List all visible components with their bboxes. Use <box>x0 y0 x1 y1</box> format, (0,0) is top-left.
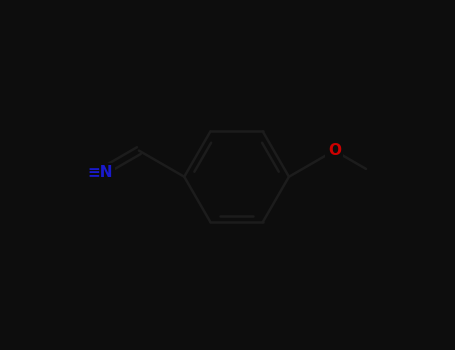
Text: ≡N: ≡N <box>88 165 113 180</box>
Text: O: O <box>328 143 341 158</box>
